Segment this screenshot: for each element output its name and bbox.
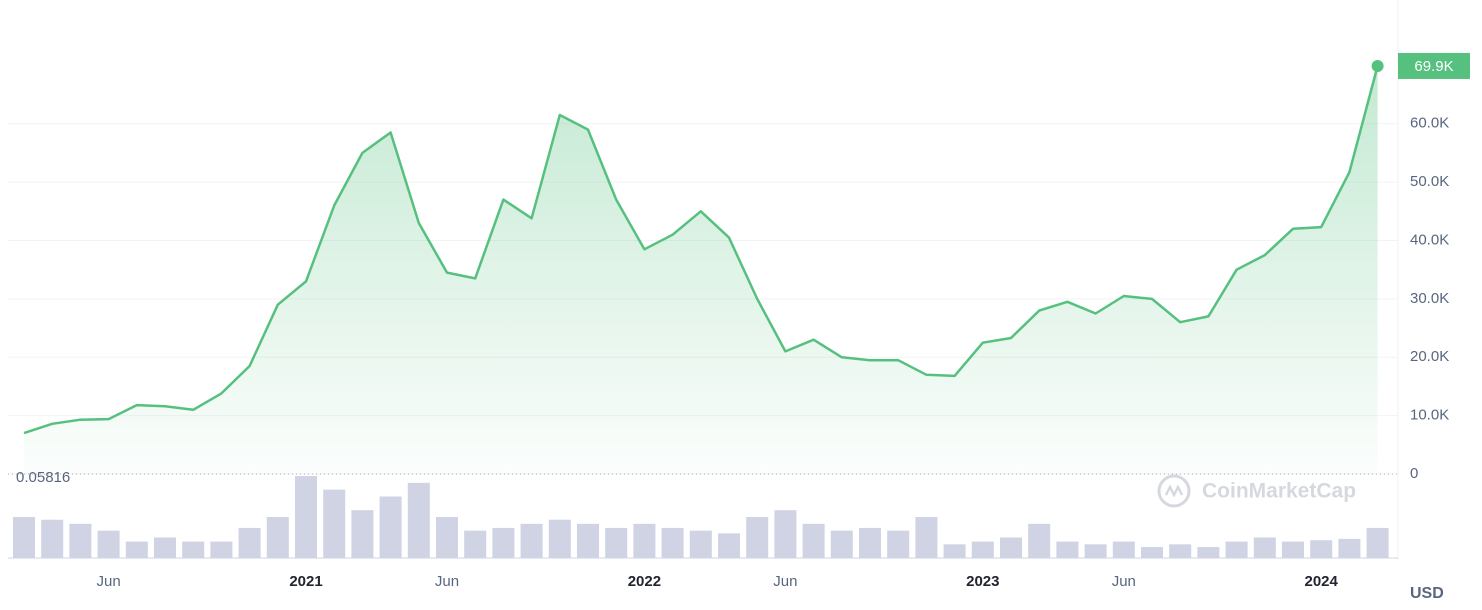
- volume-bar: [436, 517, 458, 558]
- y-tick-label: 30.0K: [1410, 290, 1449, 307]
- volume-bar: [1141, 547, 1163, 558]
- volume-bar: [1000, 537, 1022, 558]
- volume-bar: [520, 523, 543, 558]
- volume-bar: [492, 527, 515, 558]
- volume-bar: [1225, 541, 1248, 558]
- watermark: CoinMarketCap: [1157, 474, 1356, 508]
- volume-bar: [548, 519, 571, 558]
- price-tag: [1398, 52, 1470, 79]
- y-tick-label: 60.0K: [1410, 115, 1449, 132]
- y-tick-label: 50.0K: [1410, 173, 1449, 190]
- volume-bar: [718, 533, 740, 558]
- x-tick-label: 2024: [1305, 573, 1339, 590]
- volume-bar: [633, 523, 656, 558]
- volume-bar: [774, 510, 797, 558]
- watermark-text: CoinMarketCap: [1202, 480, 1356, 503]
- volume-bar: [689, 530, 712, 558]
- x-tick-label: 2023: [966, 573, 999, 590]
- volume-bar: [1366, 527, 1389, 558]
- volume-bar: [1253, 537, 1276, 558]
- volume-bar: [323, 489, 346, 558]
- volume-bar: [266, 517, 289, 558]
- x-tick-label: 2022: [628, 573, 661, 590]
- volume-bar: [915, 517, 938, 558]
- y-tick-label: 10.0K: [1410, 407, 1449, 424]
- x-tick-label: Jun: [97, 573, 121, 590]
- volume-bar: [407, 482, 430, 558]
- volume-bar: [605, 527, 628, 558]
- volume-bar: [746, 517, 769, 558]
- price-area: [24, 66, 1378, 474]
- currency-label: USD: [1410, 585, 1444, 602]
- volume-bar: [1056, 541, 1079, 558]
- volume-bar: [97, 530, 120, 558]
- volume-bar: [1310, 540, 1333, 558]
- volume-bar: [379, 496, 402, 558]
- volume-bar: [971, 541, 994, 558]
- volume-bar: [1169, 544, 1192, 558]
- y-tick-label: 40.0K: [1410, 231, 1449, 248]
- volume-bar: [577, 523, 599, 558]
- volume-bar: [182, 541, 205, 558]
- volume-bar: [830, 530, 853, 558]
- price-tag-label: 69.9K: [1414, 58, 1453, 75]
- volume-bar: [1084, 544, 1107, 558]
- volume-bar: [1112, 541, 1135, 558]
- x-tick-label: Jun: [1112, 573, 1136, 590]
- volume-bar: [1338, 538, 1361, 558]
- price-line: [23, 65, 1379, 435]
- volume-bar: [887, 530, 910, 558]
- volume-bar: [238, 527, 261, 558]
- volume-bar: [464, 530, 487, 558]
- volume-bar: [295, 476, 317, 558]
- volume-bar: [125, 541, 148, 558]
- y-tick-label: 20.0K: [1410, 348, 1449, 365]
- volume-bar: [661, 527, 684, 558]
- x-tick-label: 2021: [289, 573, 322, 590]
- volume-bar: [1282, 541, 1304, 558]
- x-tick-label: Jun: [773, 573, 797, 590]
- x-tick-label: Jun: [435, 573, 459, 590]
- volume-bar: [69, 523, 92, 558]
- y-tick-label: 0: [1410, 465, 1418, 482]
- volume-bar: [351, 510, 374, 558]
- volume-bar: [859, 527, 881, 558]
- volume-bar: [943, 544, 966, 558]
- volume-bar: [1028, 523, 1051, 558]
- volume-bar: [154, 537, 176, 558]
- volume-bar: [802, 523, 825, 558]
- volume-bar: [13, 517, 35, 558]
- last-point: [1371, 59, 1384, 72]
- volume-bar: [210, 541, 233, 558]
- volume-bar: [1197, 547, 1220, 558]
- volume-bar: [41, 519, 64, 558]
